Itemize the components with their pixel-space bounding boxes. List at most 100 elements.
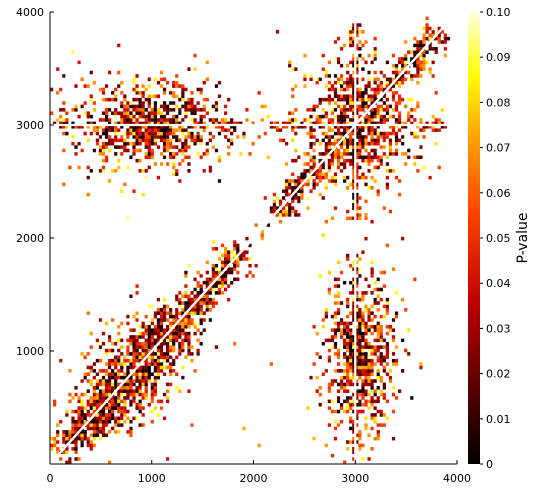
heatmap-cell	[117, 325, 121, 329]
heatmap-cell	[379, 375, 383, 380]
heatmap-cell	[419, 63, 423, 68]
heatmap-cell	[104, 118, 109, 122]
heatmap-cell	[367, 358, 371, 363]
heatmap-cell	[364, 308, 368, 312]
heatmap-cell	[327, 287, 331, 292]
heatmap-cell	[138, 358, 142, 363]
heatmap-cell	[413, 108, 417, 112]
heatmap-cell	[370, 291, 374, 295]
heatmap-cell	[56, 67, 60, 71]
heatmap-cell	[56, 91, 60, 95]
heatmap-cell	[379, 131, 383, 136]
heatmap-cell	[309, 158, 313, 163]
heatmap-cell	[62, 131, 66, 136]
heatmap-cell	[187, 321, 191, 326]
heatmap-cell	[236, 121, 240, 126]
heatmap-cell	[166, 304, 170, 309]
heatmap-cell	[339, 141, 344, 146]
heatmap-cell	[178, 335, 182, 339]
heatmap-cell	[364, 328, 368, 332]
heatmap-cell	[346, 84, 350, 88]
heatmap-cell	[370, 311, 374, 315]
heatmap-cell	[419, 155, 423, 160]
heatmap-cell	[175, 311, 179, 315]
heatmap-cell	[62, 436, 66, 441]
heatmap-cell	[98, 318, 103, 322]
heatmap-cell	[138, 138, 142, 143]
heatmap-cell	[65, 433, 69, 438]
heatmap-cell	[95, 416, 99, 421]
heatmap-cell	[71, 447, 75, 451]
heatmap-cell	[217, 287, 222, 292]
heatmap-cell	[263, 131, 267, 136]
heatmap-cell	[217, 131, 222, 136]
heatmap-cell	[336, 328, 341, 332]
heatmap-cell	[147, 77, 151, 82]
heatmap-cell	[120, 392, 124, 397]
heatmap-cell	[422, 43, 426, 48]
heatmap-cell	[141, 375, 145, 380]
heatmap-cell	[330, 453, 335, 458]
heatmap-cell	[117, 128, 121, 132]
heatmap-cell	[333, 101, 338, 105]
heatmap-cell	[391, 328, 396, 332]
heatmap-cell	[150, 396, 154, 400]
heatmap-cell	[358, 331, 362, 336]
heatmap-cell	[74, 108, 78, 112]
heatmap-cell	[92, 416, 96, 421]
heatmap-cell	[385, 325, 389, 329]
heatmap-cell	[349, 26, 353, 31]
heatmap-cell	[355, 280, 359, 285]
heatmap-cell	[404, 63, 408, 68]
heatmap-cell	[159, 355, 164, 360]
heatmap-cell	[355, 57, 359, 61]
heatmap-cell	[379, 379, 383, 383]
heatmap-cell	[425, 60, 429, 65]
heatmap-cell	[95, 430, 99, 434]
heatmap-cell	[413, 53, 417, 58]
heatmap-cell	[321, 172, 325, 176]
heatmap-cell	[126, 379, 130, 383]
heatmap-cell	[123, 97, 127, 102]
heatmap-cell	[294, 196, 298, 200]
heatmap-cell	[291, 186, 295, 190]
heatmap-cell	[220, 263, 225, 268]
heatmap-cell	[187, 345, 191, 349]
heatmap-cell	[349, 80, 353, 85]
heatmap-cell	[355, 345, 359, 349]
heatmap-cell	[120, 413, 124, 417]
heatmap-cell	[349, 74, 353, 78]
heatmap-cell	[150, 114, 154, 119]
heatmap-cell	[285, 125, 289, 129]
heatmap-cell	[114, 145, 118, 149]
heatmap-cell	[74, 84, 78, 88]
heatmap-cell	[361, 250, 365, 254]
heatmap-cell	[178, 97, 182, 102]
heatmap-cell	[321, 165, 325, 170]
heatmap-cell	[364, 114, 368, 119]
heatmap-cell	[166, 111, 170, 115]
heatmap-cell	[196, 311, 200, 315]
heatmap-cell	[193, 67, 197, 71]
heatmap-cell	[364, 175, 368, 180]
heatmap-cell	[364, 325, 368, 329]
heatmap-cell	[129, 379, 133, 383]
heatmap-cell	[114, 341, 118, 346]
heatmap-cell	[233, 341, 237, 346]
heatmap-cell	[309, 141, 313, 146]
heatmap-cell	[156, 352, 161, 356]
heatmap-cell	[172, 128, 176, 132]
heatmap-cell	[401, 80, 405, 85]
heatmap-cell	[349, 379, 353, 383]
heatmap-cell	[355, 175, 359, 180]
heatmap-cell	[190, 97, 194, 102]
heatmap-cell	[254, 223, 258, 227]
heatmap-cell	[349, 145, 353, 149]
heatmap-cell	[352, 104, 356, 109]
heatmap-cell	[327, 97, 331, 102]
heatmap-cell	[166, 348, 170, 353]
heatmap-cell	[321, 121, 325, 126]
heatmap-cell	[309, 125, 313, 129]
heatmap-cell	[355, 402, 359, 407]
heatmap-cell	[336, 277, 341, 282]
